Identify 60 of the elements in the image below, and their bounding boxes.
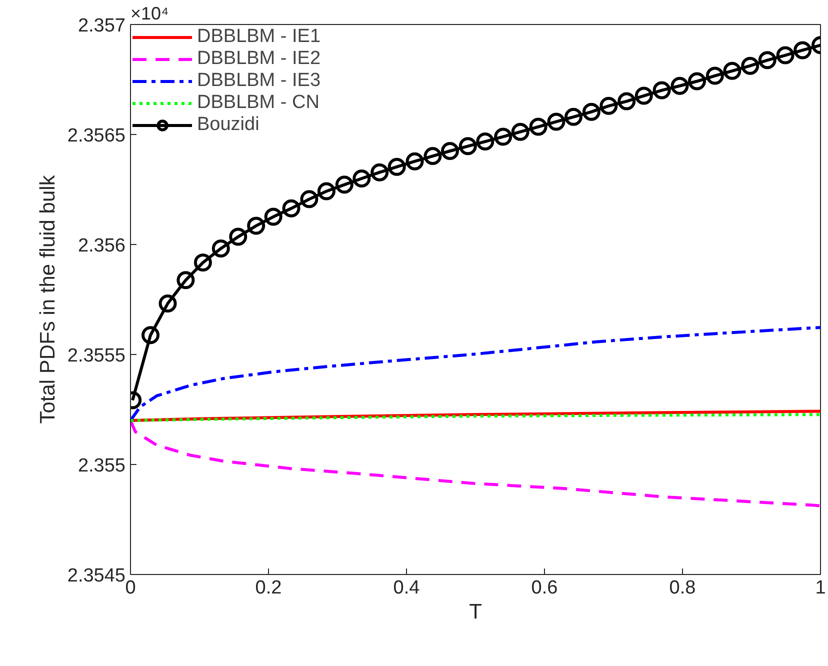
point: [317, 182, 336, 200]
point: [388, 158, 406, 176]
point: [229, 228, 248, 246]
point: [335, 176, 354, 194]
point: [264, 208, 282, 226]
legend-label: DBBLBM - IE2: [197, 48, 321, 70]
legend-label: Bouzidi: [197, 114, 260, 136]
point: [511, 122, 530, 141]
point: [564, 108, 582, 126]
point: [300, 190, 318, 208]
x-tick-label: 0.4: [393, 578, 420, 598]
point: [352, 170, 371, 188]
point: [212, 239, 230, 258]
point: [634, 86, 653, 105]
y-tick-label: 2.3565: [67, 126, 126, 146]
point: [794, 41, 812, 60]
y-tick-label: 2.357: [78, 16, 126, 36]
text: ×10⁴: [130, 4, 169, 24]
point: [776, 46, 794, 64]
point: [424, 147, 442, 166]
point: [194, 254, 212, 272]
point: [158, 294, 177, 312]
point: [600, 96, 618, 115]
y-tick-label: 2.3555: [67, 346, 126, 366]
point: [741, 56, 760, 75]
y-axis-title: Total PDFs in the fluid bulk: [36, 174, 60, 424]
point: [652, 81, 671, 100]
x-tick-label: 1: [815, 578, 826, 598]
point: [476, 132, 494, 151]
point: [670, 76, 689, 95]
point: [582, 102, 600, 121]
x-tick-label: 0.6: [531, 578, 558, 598]
point: [688, 72, 706, 90]
point: [706, 66, 724, 85]
point: [723, 62, 742, 80]
x-axis-title: T: [469, 600, 482, 624]
line-series: [130, 419, 820, 508]
point: [758, 51, 776, 70]
x-tick-label: 0.2: [255, 578, 282, 598]
x-tick-label: 0: [125, 578, 136, 598]
point: [176, 271, 195, 290]
point: [494, 128, 512, 146]
point: [282, 199, 300, 218]
point: [247, 216, 266, 235]
legend-label: DBBLBM - IE1: [197, 26, 321, 48]
legend-label: DBBLBM - IE3: [197, 70, 321, 92]
point: [547, 112, 566, 131]
point: [529, 118, 548, 136]
y-tick-label: 2.3545: [67, 566, 126, 586]
point: [440, 142, 459, 160]
point: [370, 163, 389, 182]
point: [142, 326, 160, 344]
y-tick-label: 2.355: [78, 456, 126, 476]
point: [406, 152, 424, 170]
point: [458, 137, 477, 156]
y-tick-label: 2.356: [78, 236, 126, 256]
x-tick-label: 0.8: [669, 578, 696, 598]
line-series: [130, 326, 820, 422]
legend-label: DBBLBM - CN: [197, 92, 320, 114]
point: [618, 92, 636, 110]
